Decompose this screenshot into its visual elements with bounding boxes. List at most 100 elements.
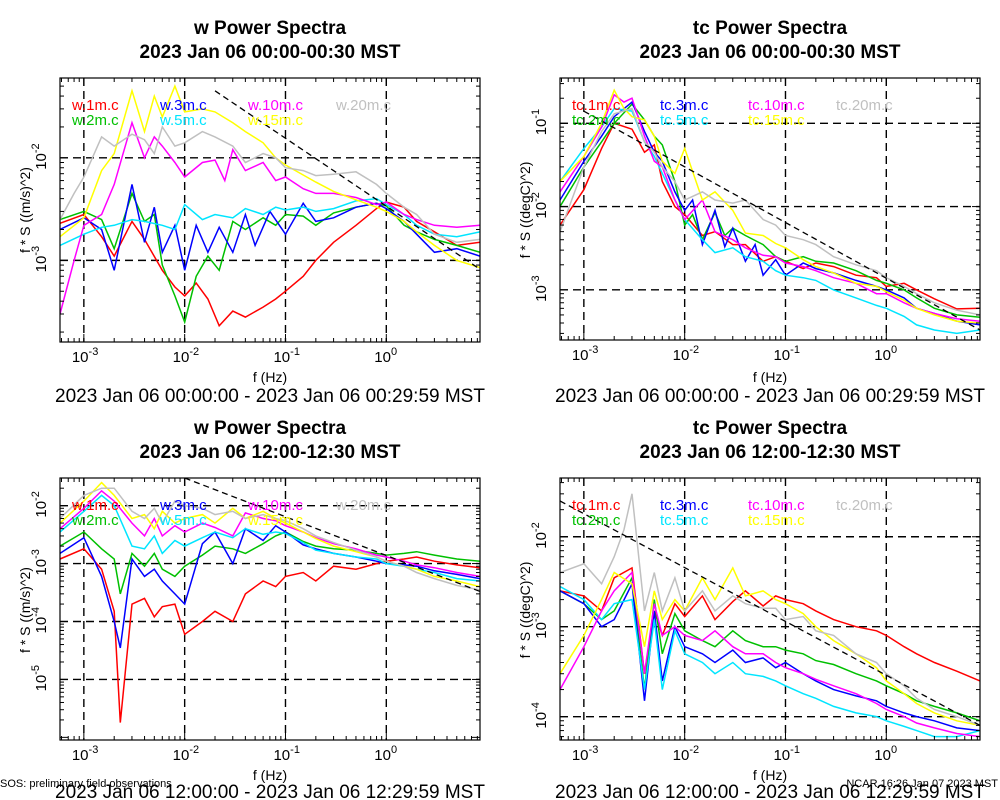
x-tick-label: 10-2 [173, 346, 199, 366]
y-axis-label: f * S ((m/s)^2) [17, 167, 33, 253]
series-line-w-5m-c [60, 494, 480, 582]
legend-entry: w.3m.c [159, 497, 207, 514]
y-axis-label: f * S ((m/s)^2) [17, 567, 33, 653]
x-tick-label: 10-1 [773, 344, 799, 364]
time-range-label: 2023 Jan 06 12:00:00 - 2023 Jan 06 12:29… [55, 782, 485, 800]
plot-area: tc.1m.ctc.2m.c tc.3m.ctc.5m.c tc.10m.ctc.1… [530, 477, 981, 764]
y-axis-label: f * S ((degC)^2) [517, 162, 533, 259]
y-tick-label: 10-1 [530, 109, 550, 135]
x-tick-label: 10-1 [273, 744, 299, 764]
panel-title: w Power Spectra [193, 18, 346, 39]
legend-entry: tc.20m.c [836, 97, 893, 114]
x-axis-label: f (Hz) [753, 369, 787, 385]
y-tick-label: 10-4 [530, 702, 550, 728]
legend-entry: w.5m.c [159, 512, 207, 529]
y-tick-label: 10-2 [530, 192, 550, 218]
x-axis-label: f (Hz) [753, 767, 787, 783]
legend-entry: w.15m.c [247, 512, 304, 529]
series-line-w-3m-c [60, 184, 480, 271]
legend-entry: tc.1m.c [572, 97, 621, 114]
y-tick-label: 10-2 [530, 522, 550, 548]
series-line-tc-5m-c [560, 585, 980, 738]
panel-w-spectra-day: w Power Spectra 2023 Jan 06 12:00-12:30 … [17, 418, 485, 800]
series-line-tc-15m-c [560, 88, 980, 324]
panel-title: tc Power Spectra [693, 418, 848, 439]
plot-area: tc.1m.ctc.2m.c tc.3m.ctc.5m.c tc.10m.ctc.1… [530, 77, 981, 364]
series-line-tc-20m-c [560, 107, 980, 316]
legend-entry: tc.20m.c [836, 497, 893, 514]
series-line-w-1m-c [60, 201, 480, 328]
series-line-w-2m-c [60, 531, 480, 595]
legend-entry: w.5m.c [159, 112, 207, 129]
time-range-label: 2023 Jan 06 12:00:00 - 2023 Jan 06 12:29… [555, 782, 985, 800]
x-tick-label: 10-1 [773, 744, 799, 764]
legend-entry: w.15m.c [247, 112, 304, 129]
series-line-w-15m-c [60, 84, 480, 269]
x-tick-label: 100 [874, 344, 897, 364]
x-tick-label: 10-3 [72, 744, 98, 764]
legend-entry: tc.10m.c [748, 497, 805, 514]
time-range-label: 2023 Jan 06 00:00:00 - 2023 Jan 06 00:29… [55, 386, 485, 407]
legend-entry: tc.3m.c [660, 97, 709, 114]
x-axis-label: f (Hz) [253, 767, 287, 783]
plot-area: w.1m.cw.2m.c w.3m.cw.5m.c w.10m.cw.15m.c w.… [30, 77, 481, 366]
series-line-w-20m-c [60, 487, 480, 591]
reference-slope-line [583, 110, 980, 331]
legend-entry: tc.2m.c [572, 512, 621, 529]
series-line-tc-3m-c [560, 100, 980, 326]
y-tick-label: 10-3 [530, 612, 550, 638]
legend-entry: w.20m.c [335, 97, 392, 114]
y-tick-label: 10-2 [30, 491, 50, 517]
x-tick-label: 10-3 [572, 744, 598, 764]
legend-entry: tc.2m.c [572, 112, 621, 129]
x-axis-label: f (Hz) [253, 369, 287, 385]
y-tick-label: 10-4 [30, 607, 50, 633]
x-tick-label: 10-2 [673, 744, 699, 764]
legend-entry: w.10m.c [247, 497, 304, 514]
reference-slope-line [214, 90, 480, 270]
legend-entry: tc.15m.c [748, 112, 805, 129]
legend-entry: tc.5m.c [660, 112, 709, 129]
series-line-tc-15m-c [560, 566, 980, 727]
reference-slope-line [184, 478, 480, 593]
series-line-tc-2m-c [560, 102, 980, 318]
legend-entry: w.2m.c [71, 112, 119, 129]
legend-entry: tc.5m.c [660, 512, 709, 529]
legend-entry: w.1m.c [71, 497, 119, 514]
series-line-tc-10m-c [560, 570, 980, 738]
panel-tc-spectra-day: tc Power Spectra 2023 Jan 06 12:00-12:30… [517, 418, 985, 800]
time-range-label: 2023 Jan 06 00:00:00 - 2023 Jan 06 00:29… [555, 386, 985, 407]
legend-entry: w.1m.c [71, 97, 119, 114]
x-tick-label: 100 [874, 744, 897, 764]
x-tick-label: 10-3 [72, 346, 98, 366]
x-tick-label: 10-2 [673, 344, 699, 364]
series-line-tc-10m-c [560, 93, 980, 322]
panel-subtitle: 2023 Jan 06 12:00-12:30 MST [140, 442, 401, 463]
series-line-w-1m-c [60, 547, 480, 723]
x-tick-label: 10-1 [273, 346, 299, 366]
legend-entry: tc.1m.c [572, 497, 621, 514]
x-tick-label: 100 [374, 744, 397, 764]
panel-subtitle: 2023 Jan 06 12:00-12:30 MST [640, 442, 901, 463]
legend-entry: w.10m.c [247, 97, 304, 114]
footer-timestamp: NCAR 16:26 Jan 07 2023 MST [846, 778, 998, 790]
y-tick-label: 10-3 [530, 275, 550, 301]
plot-area: w.1m.cw.2m.c w.3m.cw.5m.c w.10m.cw.15m.c w.… [30, 477, 481, 764]
x-tick-label: 10-3 [572, 344, 598, 364]
legend-entry: w.20m.c [335, 497, 392, 514]
x-tick-label: 10-2 [173, 744, 199, 764]
series-line-w-20m-c [60, 125, 480, 244]
y-tick-label: 10-3 [30, 246, 50, 272]
panel-title: w Power Spectra [193, 418, 346, 439]
y-tick-label: 10-5 [30, 665, 50, 691]
y-axis-label: f * S ((degC)^2) [517, 562, 533, 659]
legend-entry: tc.3m.c [660, 497, 709, 514]
panel-subtitle: 2023 Jan 06 00:00-00:30 MST [140, 42, 401, 63]
series-line-tc-20m-c [560, 493, 980, 727]
legend-entry: w.2m.c [71, 512, 119, 529]
legend-entry: tc.15m.c [748, 512, 805, 529]
y-tick-label: 10-2 [30, 143, 50, 169]
legend-entry: tc.10m.c [748, 97, 805, 114]
panel-subtitle: 2023 Jan 06 00:00-00:30 MST [640, 42, 901, 63]
